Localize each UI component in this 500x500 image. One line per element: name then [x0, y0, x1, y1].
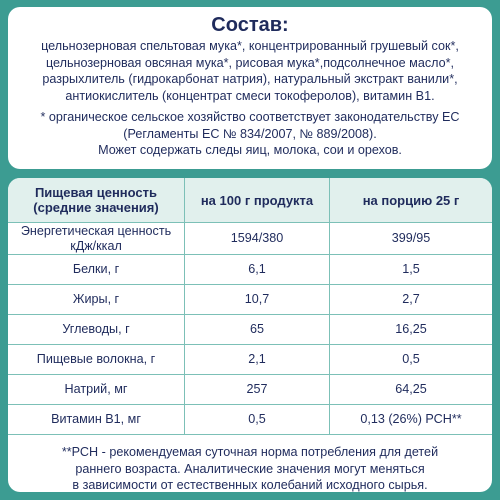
table-row: Жиры, г 10,7 2,7 — [8, 285, 492, 315]
table-row: Витамин В1, мг 0,5 0,13 (26%) РСН** — [8, 405, 492, 435]
table-cell: 16,25 — [395, 322, 427, 336]
note-line: (Регламенты ЕС № 834/2007, № 889/2008). — [123, 126, 377, 141]
footnote-line: в зависимости от естественных колебаний … — [72, 478, 428, 492]
ingredient-line: цельнозерновая овсяная мука*, рисовая му… — [45, 55, 455, 70]
header-row: Пищевая ценность (средние значения) на 10… — [8, 178, 492, 223]
notes: * органическое сельское хозяйство соотве… — [8, 109, 492, 159]
table-cell: 2,1 — [185, 345, 330, 374]
header-cell: на 100 г продукта — [185, 178, 330, 222]
table-cell: Жиры, г — [8, 285, 185, 314]
ingredient-line: цельнозерновая спельтовая мука*, концент… — [41, 39, 459, 53]
note-line: * органическое сельское хозяйство соотве… — [40, 110, 460, 124]
table-cell: Витамин В1, мг — [8, 405, 185, 434]
table-cell: 0,5 — [402, 352, 420, 366]
table-cell: 65 — [185, 315, 330, 344]
table-row: Белки, г 6,1 1,5 — [8, 255, 492, 285]
footnote-line: раннего возраста. Аналитические значения… — [75, 461, 425, 476]
composition-box: Состав: цельнозерновая спельтовая мука*,… — [8, 7, 492, 169]
table-cell: 0,13 (26%) РСН** — [360, 412, 462, 426]
composition-title: Состав: — [211, 14, 289, 36]
ingredients: цельнозерновая спельтовая мука*, концент… — [8, 38, 492, 104]
table-cell: 2,7 — [402, 292, 420, 306]
header-cell: Пищевая ценность (средние значения) — [8, 178, 185, 222]
table-cell: 6,1 — [185, 255, 330, 284]
nutrition-table: Пищевая ценность (средние значения) на 10… — [8, 178, 492, 435]
header-cell: на порцию 25 г — [362, 192, 460, 208]
table-cell: 10,7 — [185, 285, 330, 314]
table-cell: 1,5 — [402, 262, 420, 276]
table-cell: Углеводы, г — [8, 315, 185, 344]
table-cell: Энергетическая ценность кДж/ккал — [8, 223, 185, 254]
table-row: Углеводы, г 65 16,25 — [8, 315, 492, 345]
table-cell: Натрий, мг — [8, 375, 185, 404]
table-cell: 0,5 — [185, 405, 330, 434]
ingredient-line: разрыхлитель (гидрокарбонат натрия), нат… — [42, 72, 458, 86]
table-row: Пищевые волокна, г 2,1 0,5 — [8, 345, 492, 375]
ingredient-line: антиокислитель (концентрат смеси токофер… — [65, 88, 435, 103]
footnote-line: **РСН - рекомендуемая суточная норма пот… — [61, 445, 439, 459]
table-cell: Пищевые волокна, г — [8, 345, 185, 374]
table-cell: 257 — [185, 375, 330, 404]
table-cell: 1594/380 — [185, 223, 330, 254]
nutrition-box: Пищевая ценность (средние значения) на 10… — [8, 178, 492, 492]
table-cell: Белки, г — [8, 255, 185, 284]
table-row: Натрий, мг 257 64,25 — [8, 375, 492, 405]
note-line: Может содержать следы яиц, молока, сои и… — [98, 143, 402, 157]
table-row: Энергетическая ценность кДж/ккал 1594/380… — [8, 223, 492, 255]
table-cell: 399/95 — [391, 231, 431, 245]
footnote: **РСН - рекомендуемая суточная норма пот… — [8, 444, 492, 492]
table-cell: 64,25 — [395, 382, 427, 396]
